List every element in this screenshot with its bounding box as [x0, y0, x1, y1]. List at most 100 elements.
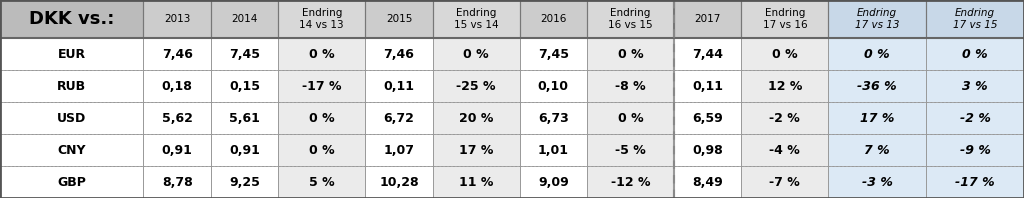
Bar [279, 70, 366, 102]
Text: 12 %: 12 % [768, 80, 802, 92]
Bar [0, 0, 143, 38]
Bar [587, 166, 674, 198]
Bar [674, 70, 741, 102]
Text: -5 %: -5 % [615, 144, 646, 156]
Text: 1,07: 1,07 [383, 144, 415, 156]
Text: 0 %: 0 % [864, 48, 890, 61]
Bar [828, 70, 926, 102]
Text: 0,18: 0,18 [162, 80, 193, 92]
Text: 17 %: 17 % [860, 111, 894, 125]
Text: 7,45: 7,45 [538, 48, 568, 61]
Bar [828, 38, 926, 70]
Text: 0,91: 0,91 [162, 144, 193, 156]
Text: 2015: 2015 [386, 14, 412, 24]
Bar [828, 166, 926, 198]
Bar [279, 38, 366, 70]
Text: -25 %: -25 % [457, 80, 496, 92]
Text: 2014: 2014 [231, 14, 258, 24]
Text: 2016: 2016 [540, 14, 566, 24]
Text: 10,28: 10,28 [379, 175, 419, 188]
Text: 17 %: 17 % [459, 144, 494, 156]
Bar [433, 70, 519, 102]
Text: -17 %: -17 % [302, 80, 342, 92]
Bar [519, 0, 587, 38]
Text: 0,98: 0,98 [692, 144, 723, 156]
Bar [0, 70, 143, 102]
Bar [926, 70, 1024, 102]
Text: 0,91: 0,91 [229, 144, 260, 156]
Bar [211, 38, 279, 70]
Bar [433, 166, 519, 198]
Bar [519, 70, 587, 102]
Text: 2017: 2017 [694, 14, 721, 24]
Text: Endring
17 vs 13: Endring 17 vs 13 [855, 8, 899, 30]
Bar [926, 102, 1024, 134]
Bar [674, 166, 741, 198]
Bar [143, 134, 211, 166]
Text: -36 %: -36 % [857, 80, 897, 92]
Text: 8,78: 8,78 [162, 175, 193, 188]
Text: -12 %: -12 % [610, 175, 650, 188]
Text: -2 %: -2 % [769, 111, 800, 125]
Bar [587, 0, 674, 38]
Bar [433, 0, 519, 38]
Bar [741, 70, 828, 102]
Text: 7,46: 7,46 [162, 48, 193, 61]
Text: CNY: CNY [57, 144, 86, 156]
Bar [0, 134, 143, 166]
Text: RUB: RUB [57, 80, 86, 92]
Bar [366, 102, 433, 134]
Bar [279, 102, 366, 134]
Text: USD: USD [57, 111, 86, 125]
Text: 0 %: 0 % [963, 48, 988, 61]
Bar [211, 0, 279, 38]
Bar [926, 38, 1024, 70]
Text: -7 %: -7 % [769, 175, 800, 188]
Bar [587, 70, 674, 102]
Bar [741, 134, 828, 166]
Text: DKK vs.:: DKK vs.: [29, 10, 115, 28]
Bar [519, 166, 587, 198]
Bar [433, 134, 519, 166]
Bar [366, 0, 433, 38]
Text: -9 %: -9 % [959, 144, 990, 156]
Text: -3 %: -3 % [862, 175, 893, 188]
Text: Endring
16 vs 15: Endring 16 vs 15 [608, 8, 653, 30]
Bar [519, 102, 587, 134]
Text: 0 %: 0 % [309, 144, 335, 156]
Bar [366, 70, 433, 102]
Text: Endring
17 vs 16: Endring 17 vs 16 [763, 8, 807, 30]
Bar [211, 102, 279, 134]
Bar [0, 102, 143, 134]
Text: 5,62: 5,62 [162, 111, 193, 125]
Bar [366, 134, 433, 166]
Text: -17 %: -17 % [955, 175, 995, 188]
Bar [0, 166, 143, 198]
Bar [0, 38, 143, 70]
Text: 9,25: 9,25 [229, 175, 260, 188]
Bar [741, 102, 828, 134]
Text: 0,11: 0,11 [383, 80, 415, 92]
Text: -8 %: -8 % [615, 80, 646, 92]
Text: 20 %: 20 % [459, 111, 494, 125]
Bar [279, 166, 366, 198]
Bar [143, 0, 211, 38]
Bar [741, 0, 828, 38]
Text: 6,73: 6,73 [538, 111, 568, 125]
Text: 7 %: 7 % [864, 144, 890, 156]
Bar [519, 38, 587, 70]
Text: Endring
15 vs 14: Endring 15 vs 14 [454, 8, 499, 30]
Bar [211, 70, 279, 102]
Bar [828, 134, 926, 166]
Text: 0,15: 0,15 [229, 80, 260, 92]
Text: 0,10: 0,10 [538, 80, 568, 92]
Text: 0,11: 0,11 [692, 80, 723, 92]
Text: 8,49: 8,49 [692, 175, 723, 188]
Text: 0 %: 0 % [617, 48, 643, 61]
Bar [143, 166, 211, 198]
Bar [366, 166, 433, 198]
Text: Endring
14 vs 13: Endring 14 vs 13 [299, 8, 344, 30]
Text: 0 %: 0 % [772, 48, 798, 61]
Bar [674, 134, 741, 166]
Bar [433, 38, 519, 70]
